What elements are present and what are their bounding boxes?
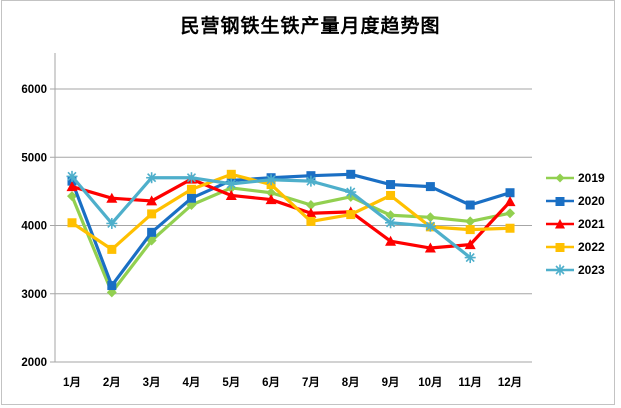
y-axis-label: 3000 [21,289,47,301]
y-axis-label: 6000 [21,84,47,96]
series-2019-marker [266,187,277,198]
legend-swatch-square-icon [546,196,574,206]
series-2021-marker [385,235,397,246]
series-2022-marker [306,216,316,226]
series-2023-marker [306,176,316,186]
legend-label: 2019 [578,170,605,185]
series-2023-marker [67,171,77,181]
legend-label: 2022 [578,239,605,254]
series-2021-line [70,177,512,250]
series-2021-marker [504,196,516,207]
x-axis-label: 6月 [262,376,280,389]
legend: 2019 2020 2021 2022 2023 [545,166,605,281]
series-2023-marker [346,187,356,197]
y-axis-label: 2000 [21,357,47,369]
legend-item-2022: 2022 [545,235,605,258]
legend-item-2023: 2023 [545,258,605,281]
series-2020-line [70,172,512,288]
x-axis-label: 12月 [498,376,522,389]
series-2021-marker [66,181,78,192]
series-2020-marker [425,182,435,192]
series-2022-line [70,172,512,251]
series-2019-marker [305,200,316,211]
legend-swatch-square-icon [546,242,574,252]
x-axis-label: 2月 [103,376,121,389]
series-2021-marker [146,195,158,206]
x-axis-label: 3月 [143,376,161,389]
series-2022-marker [107,244,117,254]
series-2020-marker [186,193,196,203]
series-2023-marker [226,179,236,189]
series-2019-marker [505,208,516,219]
series-2023-marker [266,175,276,185]
legend-item-2021: 2021 [545,212,605,235]
series-2019-marker [465,216,476,227]
legend-swatch-diamond-icon [546,173,574,182]
legend-label: 2023 [578,262,605,277]
series-2023-marker [107,218,117,229]
legend-item-2020: 2020 [545,189,605,212]
series-2020-marker [346,169,356,179]
series-2023-marker [465,253,475,263]
series-2023-marker [147,173,157,183]
series-2020-marker [465,200,475,210]
series-2023-marker [186,173,197,183]
series-2019-marker [385,210,396,221]
legend-swatch-asterisk-icon [546,264,574,275]
legend-label: 2020 [578,193,605,208]
x-axis-label: 9月 [382,376,400,389]
series-2021-marker [265,194,277,205]
series-2022-marker [226,169,236,179]
legend-swatch-triangle-icon [546,218,574,228]
y-axis-label: 4000 [21,221,47,233]
legend-item-2019: 2019 [545,166,605,189]
chart-title: 民营钢铁生铁产量月度趋势图 [180,16,441,37]
x-axis-label: 1月 [63,376,81,389]
series-2019-line [70,186,512,294]
series-2021-marker [225,189,237,200]
x-axis-label: 8月 [342,376,360,389]
series-2022-marker [386,190,396,200]
legend-label: 2021 [578,216,605,231]
series-2021-marker [305,207,317,218]
series-2023-marker [425,221,435,231]
series-2022-marker [505,223,515,233]
y-axis-label: 5000 [21,152,47,164]
series-2020-marker [505,188,515,198]
series-2023-marker [385,218,396,228]
x-axis-label: 5月 [222,376,240,389]
series-2022-marker [465,225,475,235]
series-2020-marker [147,227,157,237]
series-2020-marker [386,180,396,190]
series-2021-marker [464,239,476,250]
series-2019-marker [67,191,77,202]
series-2022-marker [147,209,157,219]
x-axis-label: 10月 [418,376,442,389]
series-2022-marker [67,218,77,228]
x-axis-label: 4月 [183,376,201,389]
x-axis-label: 7月 [302,376,320,389]
series-2019-marker [425,212,436,223]
series-2020-marker [107,281,117,291]
series-2021-marker [424,242,436,253]
series-2021-marker [106,192,118,203]
series-2022-marker [346,210,356,220]
series-2022-marker [186,184,196,194]
x-axis-label: 11月 [458,376,482,389]
